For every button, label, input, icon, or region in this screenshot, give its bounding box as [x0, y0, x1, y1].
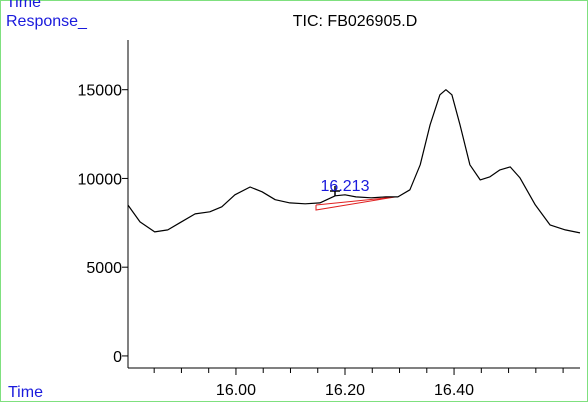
x-tick-label: 16.40 [434, 382, 474, 399]
x-tick-label: 16.20 [325, 382, 365, 399]
y-tick-label: 5000 [86, 260, 122, 277]
y-axis-label: Response_ [6, 13, 88, 30]
x-tick-label: 16.00 [216, 382, 256, 399]
chart-title: TIC: FB026905.D [293, 13, 418, 30]
integration-baseline [315, 196, 396, 211]
cursor-marker [330, 186, 340, 196]
y-tick-label: 0 [113, 349, 122, 366]
chromatogram-line [127, 89, 581, 234]
y-tick-label: 15000 [78, 83, 123, 100]
x-axis-label: Time [8, 384, 43, 401]
y-tick-label: 10000 [78, 171, 123, 188]
header-label: Time [6, 0, 41, 11]
peak-annotation: 16.213 [321, 178, 370, 195]
